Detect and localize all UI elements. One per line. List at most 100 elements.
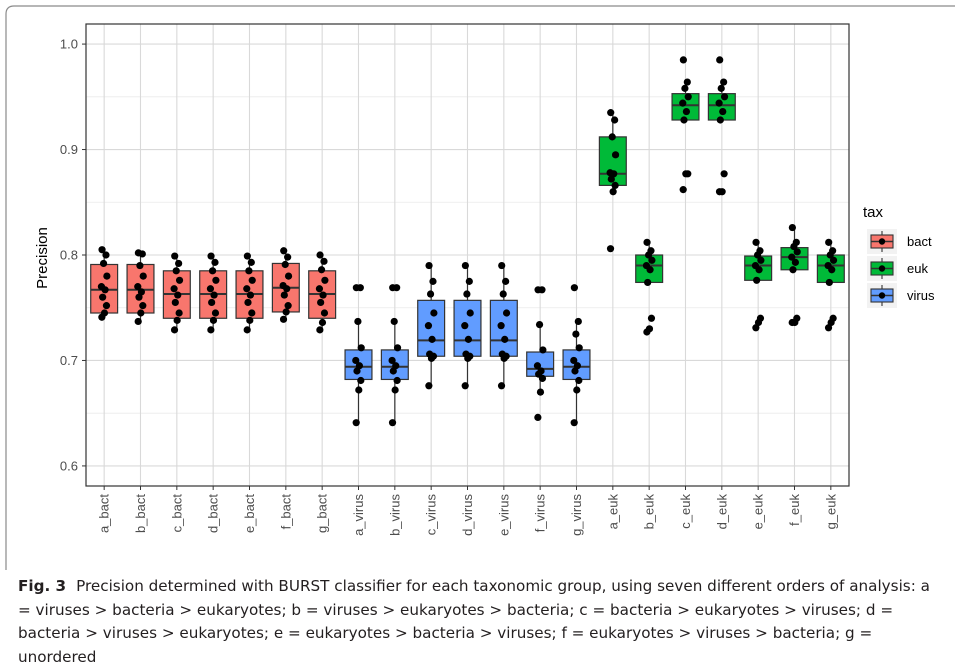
data-point: [425, 261, 433, 270]
data-point: [211, 258, 219, 266]
data-point: [502, 309, 511, 317]
data-point: [826, 251, 834, 259]
data-point: [171, 298, 179, 307]
data-point: [533, 362, 542, 370]
data-point: [825, 278, 833, 287]
data-point: [755, 266, 763, 274]
data-point: [684, 93, 692, 101]
data-point: [680, 116, 688, 124]
data-point: [175, 276, 184, 284]
data-point: [715, 99, 723, 107]
data-point: [174, 291, 182, 299]
data-point: [318, 318, 327, 327]
caption-text: Precision determined with BURST classifi…: [18, 577, 930, 666]
data-point: [388, 356, 396, 365]
data-point: [243, 285, 251, 293]
data-point: [317, 266, 326, 274]
data-point: [538, 374, 547, 382]
data-point: [464, 335, 473, 343]
data-point: [354, 317, 362, 326]
box-iqr: [417, 299, 446, 357]
data-point: [648, 256, 656, 264]
data-point: [788, 223, 796, 232]
y-axis-title: Precision: [34, 227, 51, 289]
data-point: [499, 290, 507, 298]
data-point: [428, 335, 436, 343]
x-tick-label: f_virus: [533, 494, 548, 533]
x-tick-label: c_bact: [169, 494, 184, 533]
data-point: [791, 258, 800, 266]
data-point: [98, 246, 106, 254]
data-point: [611, 181, 619, 189]
data-point: [281, 260, 289, 269]
data-point: [538, 286, 546, 294]
data-point: [570, 419, 578, 427]
data-point: [284, 272, 293, 280]
data-point: [393, 344, 402, 352]
legend-item-virus: virus: [867, 283, 935, 308]
data-point: [171, 252, 179, 260]
data-point: [248, 276, 256, 284]
data-point: [279, 315, 288, 323]
x-tick-label: g_bact: [315, 494, 330, 533]
data-point: [644, 278, 652, 287]
figure-caption: Fig. 3 Precision determined with BURST cl…: [18, 575, 943, 669]
data-point: [429, 277, 437, 285]
legend-key-point: [878, 292, 886, 299]
data-point: [644, 251, 653, 259]
x-tick-label: c_virus: [424, 494, 439, 536]
data-point: [321, 276, 329, 284]
data-point: [497, 382, 506, 390]
x-tick-label: a_euk: [605, 494, 620, 530]
data-point: [752, 324, 760, 332]
box-iqr: [453, 299, 482, 357]
x-tick-label: e_euk: [751, 494, 766, 530]
x-tick-label: f_bact: [278, 494, 293, 530]
data-point: [647, 314, 656, 322]
data-point: [316, 251, 324, 259]
data-point: [170, 326, 179, 334]
x-tick-label: d_virus: [460, 494, 475, 536]
data-point: [139, 302, 147, 310]
data-point: [389, 367, 397, 375]
data-point: [352, 356, 360, 365]
data-point: [317, 298, 325, 307]
data-point: [170, 285, 178, 293]
data-point: [572, 330, 580, 338]
legend-key-point: [878, 265, 886, 272]
data-point: [283, 285, 291, 293]
data-point: [716, 56, 724, 64]
data-point: [315, 285, 324, 293]
data-point: [426, 290, 435, 298]
data-point: [720, 93, 729, 101]
data-point: [643, 328, 651, 336]
box-e_virus: [489, 265, 518, 386]
data-point: [573, 386, 581, 394]
data-point: [461, 261, 469, 270]
data-point: [280, 247, 288, 255]
data-point: [173, 316, 181, 324]
data-point: [206, 285, 215, 293]
data-point: [466, 309, 474, 317]
data-point: [757, 256, 765, 264]
x-tick-label: b_euk: [642, 494, 657, 530]
data-point: [320, 257, 328, 265]
data-point: [209, 316, 218, 324]
x-tick-label: b_virus: [387, 494, 402, 536]
x-tick-label: e_virus: [496, 494, 511, 536]
data-point: [390, 317, 398, 326]
data-point: [393, 376, 401, 385]
data-point: [679, 186, 687, 194]
data-point: [608, 133, 616, 141]
data-point: [681, 84, 689, 92]
data-point: [393, 284, 401, 292]
figure-border: [5, 5, 955, 570]
data-point: [139, 272, 147, 280]
data-point: [316, 326, 324, 334]
data-point: [101, 286, 109, 294]
data-point: [611, 116, 619, 124]
data-point: [501, 335, 509, 343]
y-axis: 0.6 0.7 0.8 0.9 1.0: [60, 37, 86, 473]
data-point: [606, 245, 615, 253]
data-point: [682, 107, 691, 116]
